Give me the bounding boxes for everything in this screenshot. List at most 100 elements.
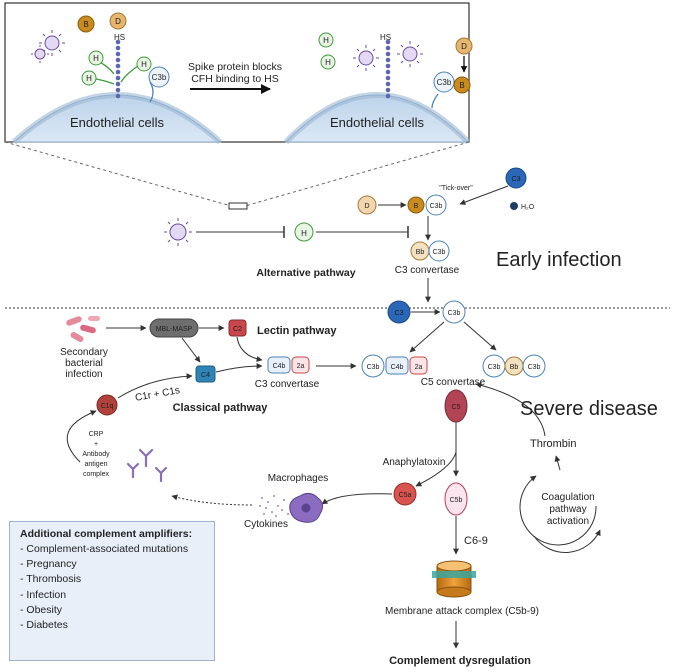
cytokines-icon [259,495,289,517]
alternative-pathway-label: Alternative pathway [256,267,355,279]
c5conv-c2a-text: 2a [415,364,423,371]
tick-over-arrow [459,185,509,205]
left-cell-label: Endothelial cells [70,115,164,130]
c1q-text: C1q [101,403,114,410]
main-c3b-text: C3b [448,310,461,317]
c5-text: C5 [452,404,461,411]
anaphylatoxin-label: Anaphylatoxin [383,457,446,468]
alt-d-text: D [364,203,369,210]
secondary-infection-line2: bacterial [65,358,103,369]
c5conv-c3b-text: C3b [367,364,380,371]
crp-line5: complex [83,471,110,478]
zoom-line-left [4,141,232,207]
crp-line3: Antibody [82,451,110,458]
right-d-text: D [461,42,467,51]
alt-c3 [505,167,527,189]
left-c3b-text: C3b [152,73,167,82]
amplifiers-box: Additional complement amplifiers: - Comp… [9,521,215,661]
right-b-text: B [459,81,464,90]
severe-disease-label: Severe disease [520,398,658,420]
c4b-component [267,356,291,374]
c1q-component [96,394,118,416]
right-h2-text: H [325,58,331,67]
c2a-text: 2a [297,363,305,370]
alt-c5conv-bb-text: Bb [510,364,519,371]
alt-c3b [425,194,447,216]
coag-line1: Coagulation [541,492,594,503]
c4b-text: C4b [273,363,286,370]
membrane-attack-complex-icon [432,560,476,598]
main-c3-text: C3 [395,310,404,317]
c5a-to-macrophage-arrow [321,493,393,505]
left-virus-1-icon [39,30,65,56]
inset-arrow-text-2: CFH binding to HS [191,73,279,85]
thrombin-label: Thrombin [530,438,576,450]
h2o-label: H₂O [521,204,535,211]
alt-virus-icon [164,218,192,246]
right-virus-2-icon [397,41,423,67]
amplifier-item: - Complement-associated mutations [20,543,189,555]
amplifiers-title: Additional complement amplifiers: [20,528,193,540]
c5b-component [444,482,468,516]
alt-c5conv-c3b-2 [522,354,546,378]
alt-c5conv-c3b-2-text: C3b [528,364,541,371]
c5b-text: C5b [450,497,463,504]
complement-dysregulation-label: Complement dysregulation [389,655,531,667]
c3b-to-c5conv2-arrow [463,321,497,351]
c4-text: C4 [201,372,210,379]
right-h1 [318,32,334,48]
crp-line4: antigen [85,461,108,468]
left-h3-text: H [141,60,147,69]
lectin-pathway-label: Lectin pathway [257,325,337,337]
c2-component [228,319,247,337]
mac-label: Membrane attack complex (C5b-9) [385,606,539,617]
right-virus-1-icon [353,45,379,71]
water-molecule-icon [510,202,518,210]
left-d-text: D [115,17,121,26]
alt-bb-text: Bb [416,249,425,256]
amplifier-item: - Infection [20,588,67,601]
right-hs-chain [385,39,391,99]
left-h1-text: H [93,54,99,63]
c5a-component [393,482,417,506]
amplifier-item: - Pregnancy [20,558,77,571]
c1q-to-c4-arrow [117,373,193,399]
right-d-factor [455,37,473,55]
right-h1-text: H [323,36,329,45]
c5conv-c4b [385,356,409,375]
crp-to-c1q-arrow [66,410,97,463]
coagulation-cycle [519,475,601,553]
left-b-factor [77,15,95,33]
mbl-to-c4-arrow [181,337,201,363]
classical-pathway-label: Classical pathway [173,402,269,414]
coag-to-thrombin-arrow [554,455,561,471]
alt-c3-text: C3 [512,176,521,183]
zoom-line-right [244,141,470,207]
alt-bb-c3b-text: C3b [433,249,446,256]
crp-line2: + [94,441,98,448]
main-c3b [442,300,466,324]
right-c3b-text: C3b [437,78,452,87]
alt-c3b-text: C3b [430,203,443,210]
left-d-factor [109,12,127,30]
left-c3b [148,66,170,103]
zoom-marker [228,202,248,210]
crp-line1: CRP [89,431,104,438]
c5-to-c5a-arrow [415,451,457,487]
c5conv-c2a [409,356,428,375]
alt-c3-convertase-label: C3 convertase [395,265,460,276]
mbl-masp-text: MBL-MASP [156,326,193,333]
secondary-infection-line1: Secondary [60,347,108,358]
alt-b-text: B [414,203,419,210]
c2-to-c4b-arrow [236,336,263,362]
classical-c3-convertase-label: C3 convertase [255,379,320,390]
alt-h-text: H [301,229,307,238]
c3b-to-c5conv1-arrow [409,321,445,353]
c2a-component [291,356,310,374]
cytokines-label: Cytokines [244,519,288,530]
tick-over-label: "Tick-over" [439,185,473,192]
amplifier-item: - Thrombosis [20,573,82,586]
coag-line2: pathway [549,504,586,515]
right-h2 [320,54,336,70]
